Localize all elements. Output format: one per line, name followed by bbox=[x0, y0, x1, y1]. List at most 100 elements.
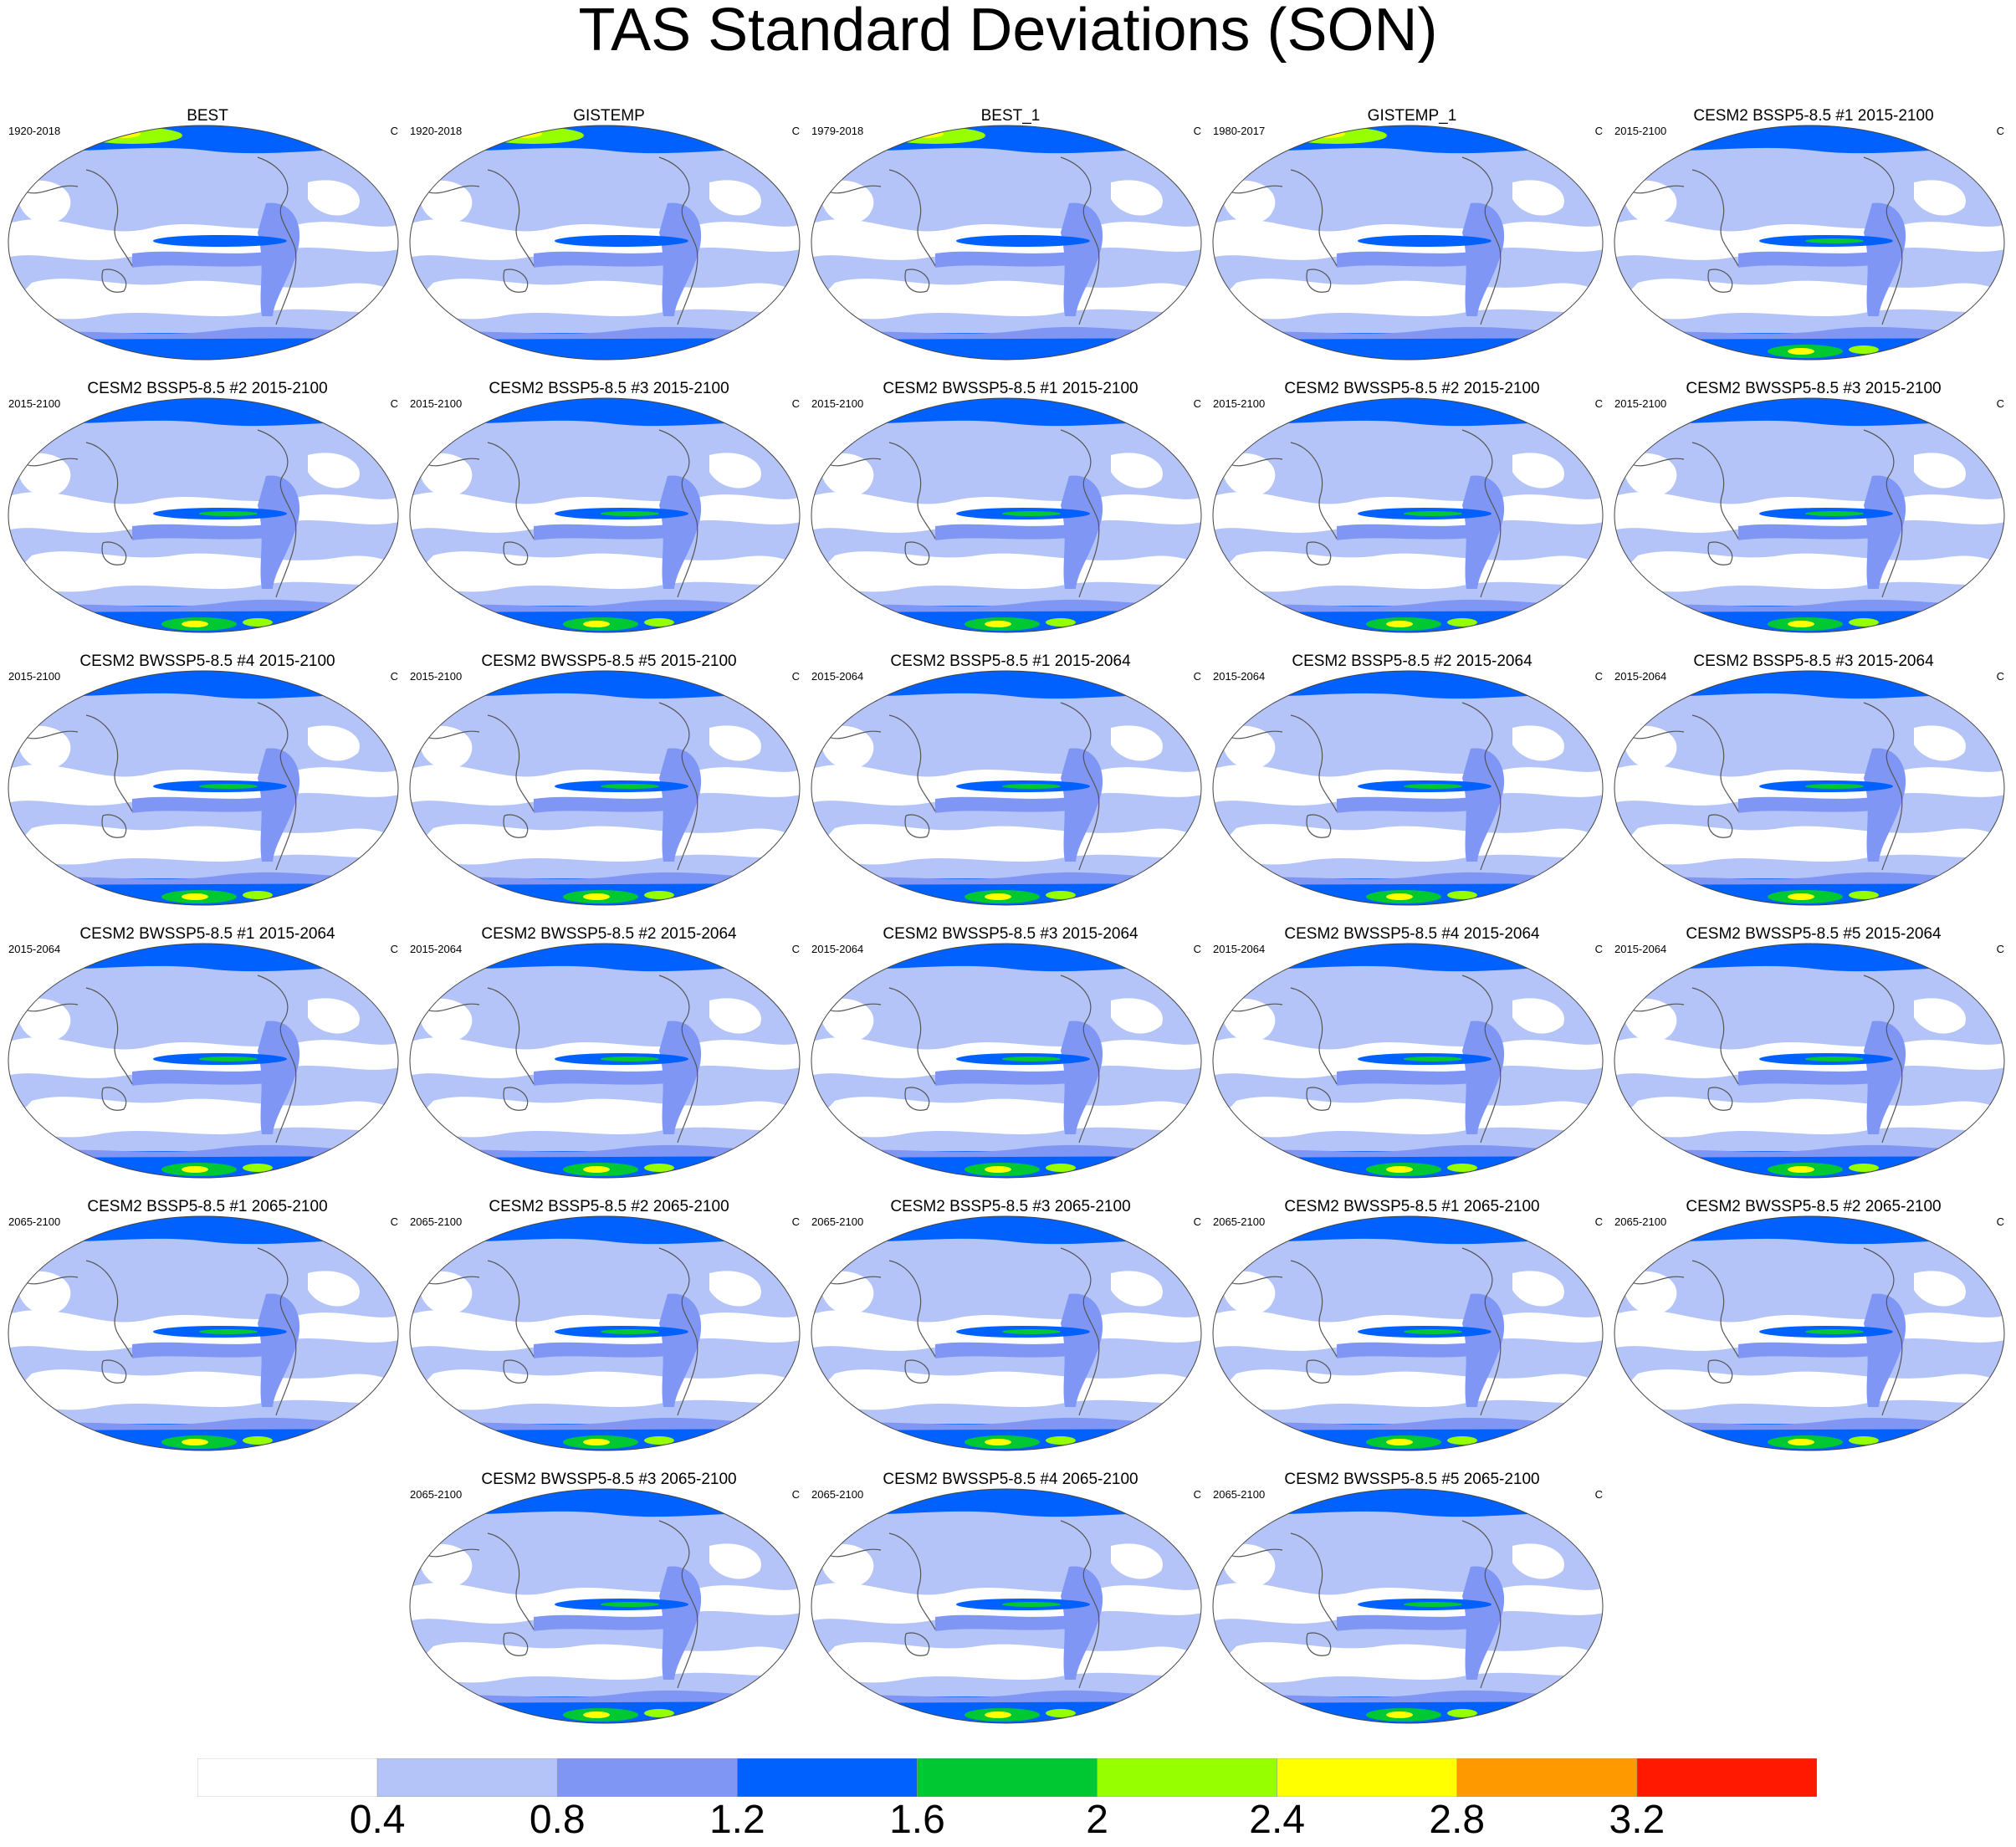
panel-title: CESM2 BSSP5-8.5 #3 2015-2100 bbox=[489, 380, 729, 397]
map-mid-band bbox=[1337, 796, 1479, 813]
map-low-patch bbox=[19, 1271, 71, 1315]
map-antarctic-high bbox=[1046, 1164, 1076, 1172]
map-mid-land bbox=[1462, 748, 1505, 862]
map-low-patch bbox=[1512, 180, 1564, 216]
map-mid-land bbox=[1462, 202, 1505, 316]
panel-title: CESM2 BWSSP5-8.5 #2 2015-2064 bbox=[481, 925, 737, 943]
panel-period: 1920-2018 bbox=[410, 125, 463, 137]
map-low-band bbox=[1614, 551, 2004, 592]
world-map bbox=[811, 670, 1202, 906]
map-low-patch bbox=[822, 453, 874, 497]
map-antarctic-edge bbox=[811, 1417, 1201, 1430]
world-map bbox=[1212, 943, 1604, 1179]
map-arctic-edge bbox=[811, 398, 1201, 427]
map-antarctic-edge bbox=[1213, 872, 1603, 885]
map-antarctic-high bbox=[644, 1164, 674, 1172]
panel-period: 2065-2100 bbox=[811, 1488, 864, 1501]
map-low-band bbox=[1213, 824, 1603, 865]
map-border bbox=[1614, 943, 2005, 1179]
map-enso-core bbox=[199, 1329, 258, 1334]
map-panel: CESM2 BWSSP5-8.5 #3 2015-2100 2015-2100 C bbox=[1613, 380, 2014, 646]
map-arctic-max bbox=[910, 130, 944, 138]
map-mid-band bbox=[935, 1069, 1077, 1086]
map-antarctic-high bbox=[644, 1709, 674, 1717]
colorbar-segment bbox=[1277, 1758, 1458, 1797]
map-low-patch bbox=[1914, 998, 1966, 1034]
map-mid-land bbox=[1061, 202, 1103, 316]
map-enso-core bbox=[1404, 1602, 1462, 1607]
map-border bbox=[8, 125, 399, 361]
map-low-band bbox=[811, 279, 1201, 320]
map-panel: CESM2 BWSSP5-8.5 #5 2015-2064 2015-2064 C bbox=[1613, 925, 2014, 1191]
map-antarctic-edge bbox=[8, 1144, 398, 1158]
map-coastline bbox=[424, 975, 698, 1144]
colorbar-tick-label: 0.8 bbox=[529, 1798, 586, 1842]
map-low-patch bbox=[421, 453, 473, 497]
map-antarctic-high bbox=[1447, 1709, 1477, 1717]
map-coastline bbox=[1629, 975, 1903, 1144]
map-mid-band bbox=[1337, 1614, 1479, 1631]
map-low-patch bbox=[308, 180, 360, 216]
map-enso-core bbox=[1002, 1057, 1061, 1062]
map-enso-core bbox=[601, 784, 659, 789]
panel-units: C bbox=[1193, 397, 1201, 410]
map-arctic-edge bbox=[1614, 944, 2004, 972]
map-low-patch bbox=[709, 180, 761, 216]
panel-period: 2015-2100 bbox=[8, 670, 61, 683]
map-coastline bbox=[826, 156, 1100, 325]
map-coastline bbox=[1629, 429, 1903, 598]
panel-units: C bbox=[791, 943, 800, 955]
panel-units: C bbox=[791, 397, 800, 410]
panel-period: 2015-2064 bbox=[811, 943, 864, 955]
map-low-patch bbox=[1111, 180, 1163, 216]
map-low-patch bbox=[19, 725, 71, 770]
panel-period: 2015-2064 bbox=[1614, 670, 1667, 683]
map-low-patch bbox=[1224, 725, 1276, 770]
map-low-patch bbox=[1111, 1543, 1163, 1579]
map-border bbox=[409, 125, 801, 361]
map-enso-tongue bbox=[956, 235, 1090, 247]
panel-units: C bbox=[1594, 397, 1603, 410]
map-antarctic-max bbox=[583, 621, 610, 627]
map-panel: BEST 1920-2018 C bbox=[7, 107, 408, 373]
world-map bbox=[811, 1215, 1202, 1451]
map-antarctic-high bbox=[644, 618, 674, 627]
map-arctic-max bbox=[107, 130, 141, 138]
map-antarctic-edge bbox=[8, 1417, 398, 1430]
panel-period: 2065-2100 bbox=[1614, 1215, 1667, 1228]
map-enso-tongue bbox=[153, 235, 287, 247]
map-mid-band bbox=[1337, 524, 1479, 540]
map-antarctic-max bbox=[182, 893, 208, 900]
map-coastline bbox=[424, 702, 698, 871]
map-antarctic-edge bbox=[1213, 326, 1603, 340]
world-map bbox=[8, 943, 399, 1179]
map-antarctic-max bbox=[985, 1166, 1011, 1173]
map-low-band bbox=[1213, 1097, 1603, 1138]
map-arctic-edge bbox=[8, 1216, 398, 1245]
map-low-patch bbox=[1914, 453, 1966, 489]
world-map bbox=[1614, 125, 2005, 361]
map-low-patch bbox=[822, 1543, 874, 1588]
panel-title: CESM2 BSSP5-8.5 #3 2065-2100 bbox=[890, 1198, 1131, 1215]
map-mid-land bbox=[1061, 1566, 1103, 1680]
panel-title: CESM2 BWSSP5-8.5 #1 2015-2100 bbox=[883, 380, 1138, 397]
map-border bbox=[8, 943, 399, 1179]
map-antarctic-edge bbox=[1614, 872, 2004, 885]
map-antarctic-max bbox=[985, 1711, 1011, 1718]
panel-period: 2015-2064 bbox=[1614, 943, 1667, 955]
panel-period: 2015-2100 bbox=[1614, 125, 1667, 137]
panel-units: C bbox=[1594, 1215, 1603, 1228]
colorbar-segment bbox=[1456, 1758, 1638, 1797]
map-antarctic-high bbox=[644, 891, 674, 899]
map-mid-band bbox=[132, 1342, 274, 1358]
map-enso-core bbox=[601, 1057, 659, 1062]
map-antarctic-max bbox=[182, 1166, 208, 1173]
map-coastline bbox=[23, 156, 297, 325]
map-enso-core bbox=[1404, 1329, 1462, 1334]
map-antarctic-edge bbox=[1614, 599, 2004, 612]
map-panel: CESM2 BSSP5-8.5 #3 2015-2064 2015-2064 C bbox=[1613, 652, 2014, 918]
map-coastline bbox=[826, 1520, 1100, 1689]
map-mid-band bbox=[132, 796, 274, 813]
map-mid-band bbox=[534, 251, 676, 268]
map-enso-core bbox=[1404, 511, 1462, 516]
